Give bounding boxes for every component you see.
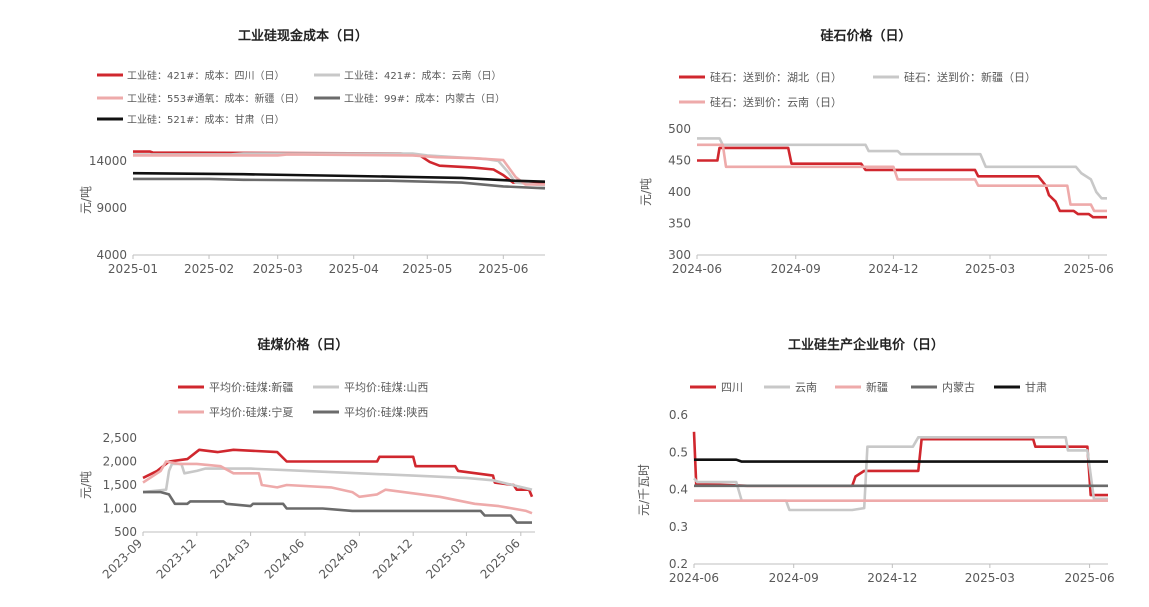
y-tick-label: 0.6 [669, 408, 688, 422]
x-tick-label: 2025-06 [478, 536, 523, 581]
y-axis-label: 元/吨 [79, 471, 93, 499]
legend-label: 工业硅：553#通氧：成本：新疆（日） [127, 92, 304, 105]
x-tick-label: 2024-12 [370, 536, 415, 581]
chart-title: 硅石价格（日） [820, 28, 911, 44]
x-tick-label: 2025-06 [478, 262, 528, 276]
series-line-4 [133, 177, 546, 190]
x-tick-label: 2023-12 [154, 536, 199, 581]
legend-label: 硅石：送到价：新疆（日） [904, 70, 1036, 84]
chart-title: 工业硅现金成本（日） [238, 28, 368, 44]
x-tick-label: 2024-03 [207, 536, 252, 581]
x-tick-label: 2025-01 [108, 262, 158, 276]
x-tick-label: 2025-03 [423, 536, 468, 581]
series-line-5 [132, 171, 546, 183]
y-tick-label: 300 [668, 248, 691, 262]
x-tick-label: 2024-06 [262, 536, 307, 581]
y-tick-label: 2,000 [103, 455, 137, 469]
y-tick-label: 450 [668, 154, 691, 168]
series-line-3 [142, 460, 533, 515]
chart-title: 硅煤价格（日） [257, 337, 348, 353]
x-tick-label: 2024-09 [316, 536, 361, 581]
x-tick-label: 2025-05 [402, 262, 452, 276]
x-tick-label: 2024-12 [868, 262, 918, 276]
legend-label: 硅石：送到价：云南（日） [710, 95, 842, 109]
y-tick-label: 1,000 [103, 502, 137, 516]
y-tick-label: 350 [668, 217, 691, 231]
series-line-2 [142, 462, 533, 494]
legend-label: 云南 [795, 381, 817, 394]
series-line-1 [697, 146, 1107, 219]
y-axis-label: 元/千瓦时 [637, 464, 651, 516]
series-line-5 [694, 458, 1108, 463]
y-axis-label: 元/吨 [639, 178, 653, 206]
y-tick-label: 0.2 [669, 557, 688, 571]
series-line-1 [133, 150, 545, 184]
x-tick-label: 2024-09 [769, 571, 819, 585]
y-tick-label: 1,500 [103, 478, 137, 492]
y-tick-label: 4000 [96, 248, 127, 262]
legend-label: 工业硅：99#：成本：内蒙古（日） [344, 92, 505, 105]
chart-3: 硅煤价格（日） 元/吨 500 1,000 1,500 2,000 2,500 2023-09… [79, 337, 535, 582]
y-tick-label: 500 [114, 525, 137, 539]
x-tick-label: 2025-06 [1064, 262, 1114, 276]
legend-label: 硅石：送到价：湖北（日） [710, 70, 842, 84]
legend-label: 四川 [721, 381, 743, 394]
x-tick-label: 2024-06 [669, 571, 719, 585]
legend-label: 平均价:硅煤:新疆 [209, 380, 293, 394]
series-line-2 [693, 435, 1108, 512]
x-tick-label: 2025-03 [965, 571, 1015, 585]
legend-label: 内蒙古 [942, 380, 975, 394]
x-tick-label: 2024-06 [672, 262, 722, 276]
chart-title: 工业硅生产企业电价（日） [788, 337, 944, 353]
legend-label: 平均价:硅煤:宁夏 [209, 405, 293, 419]
x-tick-label: 2025-04 [329, 262, 379, 276]
y-tick-label: 400 [668, 185, 691, 199]
legend-label: 平均价:硅煤:陕西 [344, 405, 428, 419]
y-tick-label: 2,500 [103, 431, 137, 445]
x-tick-label: 2024-09 [771, 262, 821, 276]
chart-1: 工业硅现金成本（日） 元/吨 4000 9000 14000 2025-01 2025-02… [79, 28, 546, 276]
x-tick-label: 2024-12 [867, 571, 917, 585]
legend-label: 工业硅：421#：成本：四川（日） [127, 69, 284, 82]
x-tick-label: 2025-03 [253, 262, 303, 276]
series-line-3 [697, 143, 1107, 213]
y-axis-label: 元/吨 [79, 186, 93, 214]
chart-4: 工业硅生产企业电价（日） 元/千瓦时 0.2 0.3 0.4 0.5 0.6 2024-06 2… [637, 337, 1115, 585]
legend-label: 新疆 [866, 380, 888, 394]
y-tick-label: 0.3 [669, 520, 688, 534]
y-tick-label: 0.4 [669, 483, 688, 497]
x-tick-label: 2025-06 [1065, 571, 1115, 585]
x-tick-label: 2025-03 [965, 262, 1015, 276]
y-tick-label: 500 [668, 122, 691, 136]
legend-label: 工业硅：521#：成本：甘肃（日） [127, 113, 284, 126]
series-line-4 [143, 490, 532, 524]
y-tick-label: 0.5 [669, 445, 688, 459]
x-tick-label: 2025-02 [184, 262, 234, 276]
y-tick-label: 9000 [96, 201, 127, 215]
legend-label: 工业硅：421#：成本：云南（日） [344, 69, 501, 82]
legend-label: 甘肃 [1025, 381, 1047, 394]
x-tick-label: 2023-09 [100, 536, 145, 581]
y-tick-label: 14000 [89, 154, 127, 168]
chart-2: 硅石价格（日） 元/吨 300 350 400 450 500 2024-06 2024-09 2… [639, 28, 1114, 276]
legend-label: 平均价:硅煤:山西 [344, 381, 428, 394]
series-line-2 [697, 137, 1107, 200]
